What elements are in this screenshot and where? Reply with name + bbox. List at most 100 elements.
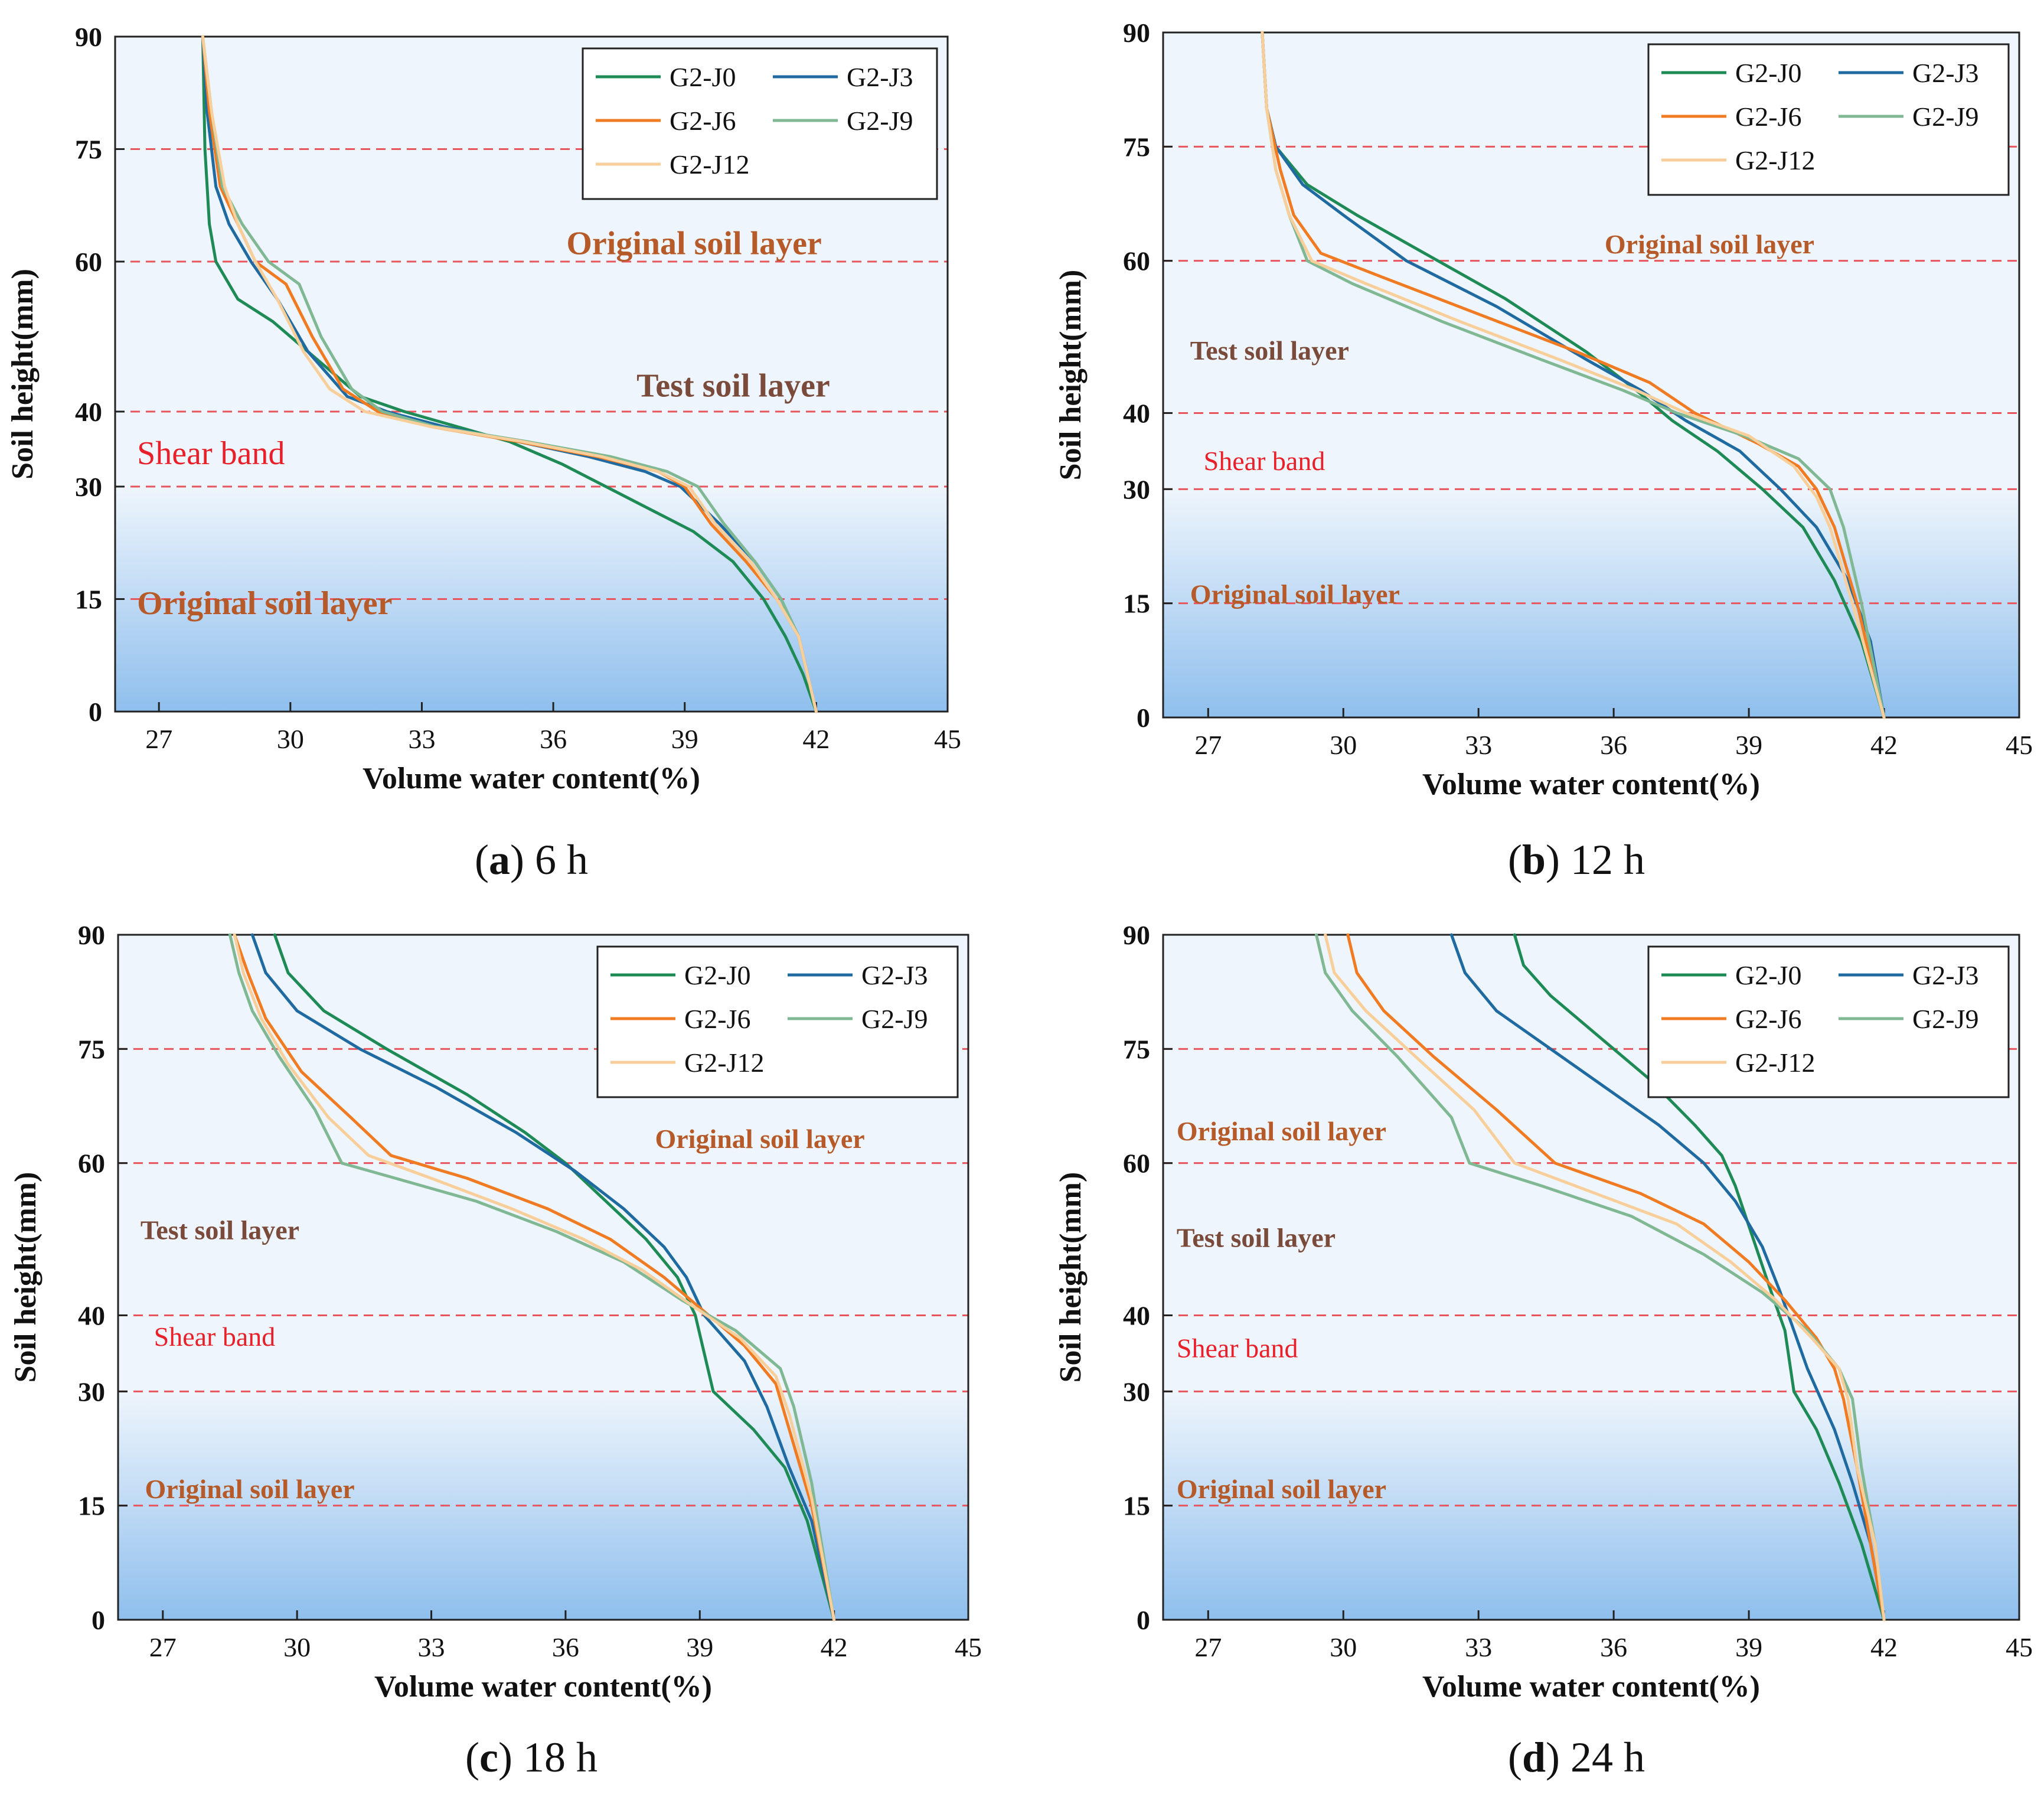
series-line-g2-j3 bbox=[250, 933, 836, 1622]
legend-label-g2-j12: G2-J12 bbox=[684, 1048, 764, 1078]
chart-panel-d: 0 15 30 40 60 75 90 27 30 33 36 39 42 45 Volume water … bbox=[1054, 920, 2033, 1781]
legend-label-g2-j3: G2-J3 bbox=[1912, 58, 1978, 88]
annotation-test: Test soil layer bbox=[1177, 1222, 1336, 1252]
y-tick-label: 15 bbox=[1123, 589, 1150, 619]
x-tick-label: 27 bbox=[149, 1632, 177, 1662]
x-tick-label: 42 bbox=[821, 1632, 848, 1662]
series-line-g2-j9 bbox=[228, 933, 836, 1622]
x-tick-label: 36 bbox=[1600, 730, 1627, 760]
x-tick-label: 45 bbox=[2006, 730, 2033, 760]
y-tick-label: 75 bbox=[78, 1034, 105, 1064]
chart-panel-b: 0 15 30 40 60 75 90 27 30 33 36 39 42 45 Volume water … bbox=[1054, 18, 2033, 883]
x-tick-label: 30 bbox=[283, 1632, 311, 1662]
series-line-g2-j0 bbox=[1513, 933, 1886, 1622]
y-tick-label: 60 bbox=[1123, 246, 1150, 276]
legend: G2-J0 G2-J3 G2-J6 G2-J9 G2-J12 bbox=[582, 47, 938, 200]
y-axis-label: Soil height(mm) bbox=[1054, 1172, 1088, 1383]
legend-box bbox=[1647, 43, 2010, 196]
y-tick-label: 15 bbox=[1123, 1491, 1150, 1521]
x-tick-label: 42 bbox=[802, 724, 830, 754]
series-line-g2-j3 bbox=[1261, 31, 1886, 719]
x-tick-label: 45 bbox=[2006, 1632, 2033, 1662]
legend-label-g2-j12: G2-J12 bbox=[670, 149, 749, 180]
y-tick-label: 30 bbox=[1123, 474, 1150, 504]
legend: G2-J0 G2-J3 G2-J6 G2-J9 G2-J12 bbox=[1647, 945, 2010, 1098]
y-tick-label: 0 bbox=[1137, 1605, 1150, 1635]
annotation-soil: Original soil layer bbox=[137, 585, 392, 622]
legend-label-g2-j6: G2-J6 bbox=[670, 106, 736, 136]
legend-label-g2-j9: G2-J9 bbox=[1912, 102, 1978, 132]
x-tick-label: 33 bbox=[1465, 1632, 1492, 1662]
legend-label-g2-j12: G2-J12 bbox=[1735, 145, 1815, 175]
legend-box bbox=[582, 47, 938, 200]
series-line-g2-j0 bbox=[1261, 31, 1886, 719]
x-tick-label: 36 bbox=[1600, 1632, 1627, 1662]
y-tick-label: 30 bbox=[75, 472, 102, 502]
annotation-test: Test soil layer bbox=[636, 368, 830, 404]
y-tick-label: 30 bbox=[1123, 1376, 1150, 1407]
y-tick-label: 60 bbox=[78, 1149, 105, 1179]
series-line-g2-j12 bbox=[1261, 31, 1886, 719]
annotation-test: Test soil layer bbox=[1190, 335, 1349, 366]
y-axis-label: Soil height(mm) bbox=[6, 269, 40, 479]
y-tick-label: 40 bbox=[1123, 398, 1150, 428]
y-tick-label: 40 bbox=[78, 1300, 105, 1330]
legend-label-g2-j0: G2-J0 bbox=[684, 960, 750, 990]
x-tick-label: 30 bbox=[1330, 1632, 1357, 1662]
plot-frame bbox=[1162, 934, 2020, 1621]
y-tick-label: 40 bbox=[1123, 1300, 1150, 1330]
x-tick-label: 33 bbox=[408, 724, 435, 754]
panel-caption: (c) 18 h bbox=[465, 1734, 597, 1781]
legend-label-g2-j0: G2-J0 bbox=[1735, 960, 1801, 990]
legend-label-g2-j0: G2-J0 bbox=[1735, 58, 1801, 88]
annotation-shear: Shear band bbox=[1204, 446, 1325, 476]
annotation-soil: Original soil layer bbox=[1177, 1116, 1386, 1146]
y-tick-label: 15 bbox=[75, 585, 102, 615]
y-axis-label: Soil height(mm) bbox=[9, 1172, 43, 1383]
series-line-g2-j3 bbox=[1449, 933, 1886, 1622]
series-line-g2-j6 bbox=[1346, 933, 1886, 1622]
x-tick-label: 39 bbox=[671, 724, 698, 754]
x-tick-label: 33 bbox=[418, 1632, 445, 1662]
legend-box bbox=[596, 945, 959, 1098]
annotation-soil: Original soil layer bbox=[145, 1474, 354, 1504]
panel-caption: (a) 6 h bbox=[475, 836, 588, 883]
y-tick-label: 75 bbox=[75, 135, 102, 165]
series-line-g2-j0 bbox=[273, 933, 836, 1622]
chart-panel-c: 0 15 30 40 60 75 90 27 30 33 36 39 42 45 Volume water … bbox=[9, 920, 982, 1781]
x-axis-label: Volume water content(%) bbox=[363, 762, 700, 795]
legend: G2-J0 G2-J3 G2-J6 G2-J9 G2-J12 bbox=[596, 945, 959, 1098]
annotation-shear: Shear band bbox=[1177, 1333, 1298, 1363]
x-tick-label: 27 bbox=[145, 724, 172, 754]
legend-label-g2-j3: G2-J3 bbox=[861, 960, 928, 990]
y-tick-label: 90 bbox=[78, 920, 105, 950]
legend-label-g2-j6: G2-J6 bbox=[1735, 102, 1801, 132]
y-tick-label: 0 bbox=[89, 697, 102, 727]
y-tick-label: 90 bbox=[75, 22, 102, 52]
y-tick-label: 30 bbox=[78, 1376, 105, 1407]
y-tick-label: 75 bbox=[1123, 132, 1150, 162]
x-tick-label: 42 bbox=[1870, 730, 1898, 760]
x-tick-label: 30 bbox=[1330, 730, 1357, 760]
legend-label-g2-j9: G2-J9 bbox=[847, 106, 913, 136]
y-tick-label: 0 bbox=[1137, 703, 1150, 733]
x-tick-label: 45 bbox=[934, 724, 961, 754]
legend-label-g2-j6: G2-J6 bbox=[684, 1004, 750, 1034]
plot-frame bbox=[117, 934, 969, 1621]
x-axis-label: Volume water content(%) bbox=[1422, 1670, 1760, 1704]
panel-caption: (b) 12 h bbox=[1508, 836, 1645, 883]
x-tick-label: 33 bbox=[1465, 730, 1492, 760]
x-tick-label: 39 bbox=[1735, 1632, 1762, 1662]
y-tick-label: 90 bbox=[1123, 920, 1150, 950]
panels: 0 15 30 40 60 75 90 27 30 33 36 39 42 45 Volume water … bbox=[6, 18, 2033, 1781]
annotation-test: Test soil layer bbox=[141, 1215, 299, 1245]
legend-label-g2-j3: G2-J3 bbox=[1912, 960, 1978, 990]
y-tick-label: 75 bbox=[1123, 1034, 1150, 1064]
y-tick-label: 40 bbox=[75, 397, 102, 427]
legend: G2-J0 G2-J3 G2-J6 G2-J9 G2-J12 bbox=[1647, 43, 2010, 196]
chart-panel-a: 0 15 30 40 60 75 90 27 30 33 36 39 42 45 Volume water … bbox=[6, 22, 961, 883]
x-tick-label: 42 bbox=[1870, 1632, 1898, 1662]
series-line-g2-j12 bbox=[201, 35, 818, 713]
y-tick-label: 15 bbox=[78, 1491, 105, 1521]
